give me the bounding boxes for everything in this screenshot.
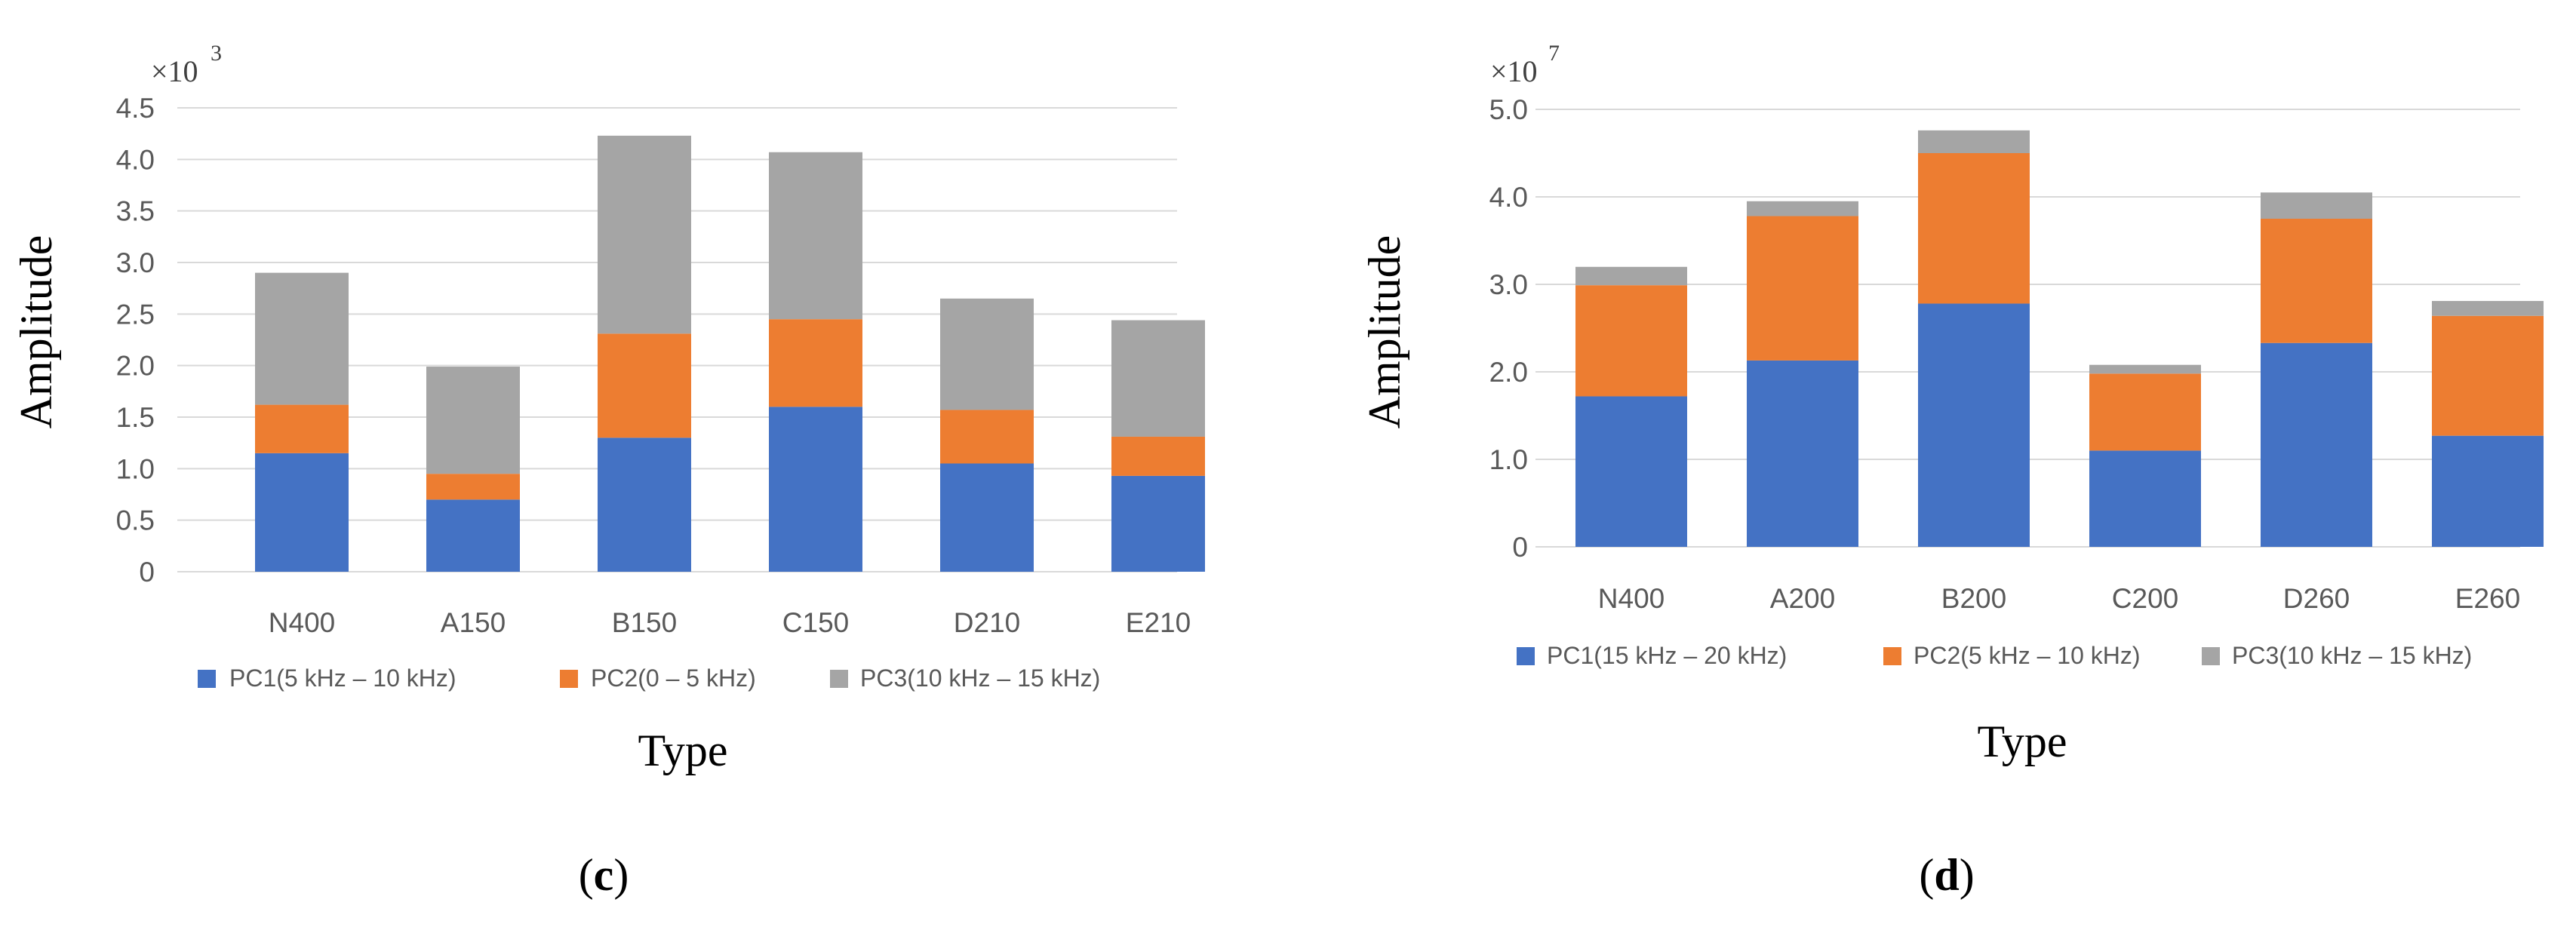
- x-tick-label: E210: [1126, 607, 1191, 638]
- legend-swatch-pc1: [1517, 647, 1535, 665]
- bar-n400-pc3: [255, 272, 349, 405]
- chart-d: 0 1.0 2.0 3.0 4.0 5.0 N400 A200 B200 C200 D260 E260…: [1360, 41, 2544, 900]
- y-tick-label: 0: [139, 557, 155, 588]
- x-tick-label: A200: [1770, 583, 1835, 614]
- y-tick-label: 1.5: [116, 402, 155, 433]
- legend-label-pc1: PC1(15 kHz – 20 kHz): [1547, 642, 1787, 669]
- x-tick-label: B150: [612, 607, 677, 638]
- bar-b200-pc3: [1918, 130, 2030, 153]
- bar-d210-pc3: [940, 298, 1034, 410]
- y-tick-label: 3.0: [116, 247, 155, 278]
- bar-a200-pc2: [1747, 216, 1858, 361]
- exponent-label: ×10: [1490, 54, 1538, 88]
- bar-n400-pc1: [1575, 396, 1687, 547]
- x-tick-label: C150: [782, 607, 849, 638]
- bar-b150-pc3: [598, 135, 691, 334]
- bar-c200-pc1: [2089, 450, 2201, 547]
- x-tick-label: N400: [269, 607, 335, 638]
- bar-n400-pc1: [255, 453, 349, 572]
- y-tick-label: 3.0: [1489, 269, 1528, 300]
- legend-label-pc2: PC2(5 kHz – 10 kHz): [1914, 642, 2141, 669]
- y-tick-label: 2.5: [116, 299, 155, 330]
- y-tick-label: 4.5: [116, 93, 155, 124]
- bar-c200-pc3: [2089, 364, 2201, 374]
- legend-swatch-pc1: [198, 670, 216, 688]
- legend-label-pc2: PC2(0 – 5 kHz): [591, 665, 756, 692]
- bar-n400-pc3: [1575, 266, 1687, 286]
- legend-label-pc3: PC3(10 kHz – 15 kHz): [2232, 642, 2472, 669]
- y-tick-label: 5.0: [1489, 94, 1528, 125]
- legend-swatch-pc2: [1883, 647, 1901, 665]
- x-tick-label: D260: [2283, 583, 2350, 614]
- bar-a200-pc3: [1747, 201, 1858, 216]
- bar-d260-pc1: [2261, 342, 2372, 547]
- y-tick-label: 4.0: [116, 144, 155, 175]
- bar-b200-pc2: [1918, 153, 2030, 304]
- bar-a150-pc3: [426, 367, 520, 474]
- legend-swatch-pc2: [560, 670, 578, 688]
- x-tick-label: E260: [2455, 583, 2520, 614]
- y-axis-title: Amplitude: [1360, 235, 1409, 429]
- y-tick-label: 1.0: [116, 453, 155, 484]
- y-tick-label: 0: [1512, 532, 1528, 563]
- bar-c150-pc2: [769, 319, 862, 407]
- exponent-label: ×10: [151, 54, 198, 88]
- y-tick-label: 2.0: [116, 351, 155, 382]
- bar-n400-pc2: [1575, 285, 1687, 397]
- x-axis-title: Type: [638, 726, 727, 775]
- panel-label: (c): [579, 850, 629, 900]
- bar-e210-pc2: [1111, 436, 1205, 476]
- bar-e210-pc3: [1111, 320, 1205, 437]
- bar-b150-pc2: [598, 333, 691, 438]
- bar-a150-pc2: [426, 474, 520, 500]
- y-tick-label: 3.5: [116, 196, 155, 227]
- y-tick-label: 1.0: [1489, 444, 1528, 475]
- x-tick-label: C200: [2112, 583, 2178, 614]
- bar-e260-pc3: [2432, 301, 2544, 316]
- bar-e260-pc1: [2432, 435, 2544, 547]
- y-tick-label: 2.0: [1489, 357, 1528, 388]
- bar-b150-pc1: [598, 437, 691, 572]
- bar-n400-pc2: [255, 404, 349, 453]
- legend-swatch-pc3: [830, 670, 848, 688]
- y-tick-label: 0.5: [116, 505, 155, 536]
- chart-c: 0 0.5 1.0 1.5 2.0 2.5 3.0 3.5 4.0 4.5 N400 A150 B150…: [11, 41, 1205, 900]
- y-axis-title: Amplitude: [11, 235, 61, 429]
- bar-a150-pc1: [426, 499, 520, 572]
- bar-c200-pc2: [2089, 373, 2201, 451]
- bar-e210-pc1: [1111, 475, 1205, 572]
- bar-b200-pc1: [1918, 303, 2030, 547]
- bar-c150-pc3: [769, 152, 862, 320]
- exponent-power: 7: [1548, 41, 1560, 66]
- bar-a200-pc1: [1747, 360, 1858, 547]
- bar-d260-pc2: [2261, 219, 2372, 343]
- exponent-power: 3: [211, 41, 222, 66]
- bar-d210-pc2: [940, 410, 1034, 464]
- legend-label-pc3: PC3(10 kHz – 15 kHz): [860, 665, 1100, 692]
- x-axis-title: Type: [1977, 717, 2067, 766]
- legend-label-pc1: PC1(5 kHz – 10 kHz): [229, 665, 456, 692]
- bar-d210-pc1: [940, 463, 1034, 572]
- legend-swatch-pc3: [2202, 647, 2220, 665]
- bar-e260-pc2: [2432, 315, 2544, 436]
- x-tick-label: D210: [954, 607, 1020, 638]
- y-tick-label: 4.0: [1489, 182, 1528, 213]
- x-tick-label: B200: [1941, 583, 2006, 614]
- bar-d260-pc3: [2261, 192, 2372, 219]
- x-tick-label: A150: [441, 607, 506, 638]
- panel-label: (d): [1919, 850, 1974, 900]
- x-tick-label: N400: [1598, 583, 1665, 614]
- bar-c150-pc1: [769, 407, 862, 572]
